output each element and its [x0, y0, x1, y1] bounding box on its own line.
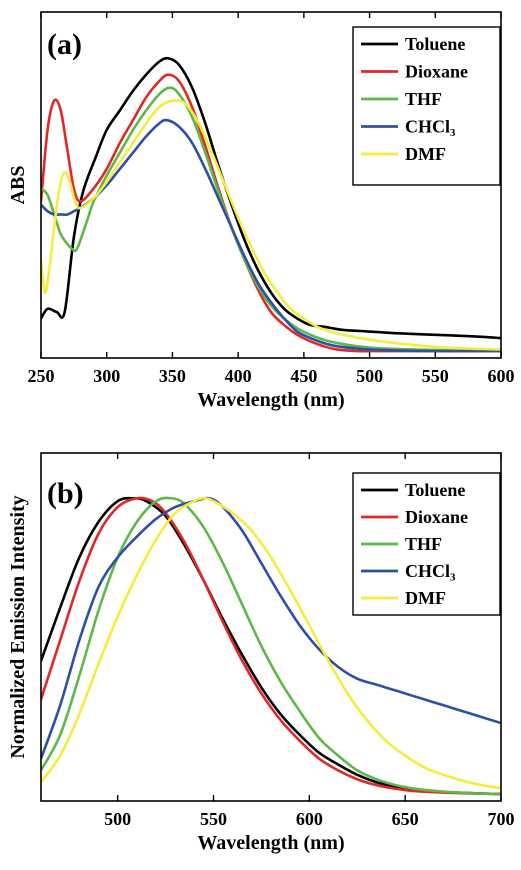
series-line-chcl: [41, 496, 501, 760]
legend-label-thf: THF: [405, 534, 442, 554]
series-line-toluene: [41, 496, 501, 796]
legend-label-dmf: DMF: [405, 588, 446, 608]
x-tick-label: 450: [290, 366, 317, 386]
x-tick-label: 550: [200, 809, 227, 829]
legend-label-dmf: DMF: [405, 144, 446, 164]
legend-label-dioxane: Dioxane: [405, 507, 468, 527]
x-axis-title: Wavelength (nm): [197, 389, 344, 411]
y-axis-title: ABS: [7, 166, 29, 205]
legend-label-toluene: Toluene: [405, 480, 465, 500]
x-tick-label: 550: [422, 366, 449, 386]
x-tick-label: 700: [488, 809, 515, 829]
legend: Toluene Dioxane THF CHCl₃ DMF: [352, 472, 501, 616]
x-tick-label: 650: [392, 809, 419, 829]
legend-label-toluene: Toluene: [405, 34, 465, 54]
x-tick-label: 400: [225, 366, 252, 386]
series-lines: [41, 496, 501, 796]
panel-label: (b): [47, 477, 84, 510]
series-line-dmf: [41, 99, 501, 351]
plot-frame: [40, 11, 502, 359]
x-tick-label: 350: [159, 366, 186, 386]
y-axis-title: Normalized Emission Intensity: [7, 495, 29, 758]
x-tick-label: 500: [104, 809, 131, 829]
series-lines: [41, 56, 501, 353]
legend-label-thf: THF: [405, 89, 442, 109]
x-tick-label: 250: [28, 366, 55, 386]
x-axis-title: Wavelength (nm): [197, 832, 344, 854]
legend-label-chcl: CHCl₃: [405, 561, 456, 581]
x-tick-label: 500: [356, 366, 383, 386]
x-tick-label: 300: [93, 366, 120, 386]
panel-label: (a): [47, 28, 82, 61]
series-line-chcl: [41, 118, 501, 353]
series-line-dmf: [41, 496, 501, 790]
plot-frame: [40, 452, 502, 802]
x-tick-label: 600: [296, 809, 323, 829]
series-line-toluene: [41, 56, 501, 340]
series-line-thf: [41, 496, 501, 796]
panel-a: 250 300 350 400 450 500 550 600 Wavelength (nm) A…: [7, 11, 515, 411]
legend-frame: [352, 26, 501, 186]
series-line-dioxane: [41, 496, 501, 796]
x-tick-label: 600: [488, 366, 515, 386]
legend-label-chcl: CHCl₃: [405, 117, 456, 137]
legend-label-dioxane: Dioxane: [405, 62, 468, 82]
panel-b: 500 550 600 650 700 Wavelength (nm) Normalized…: [7, 452, 515, 854]
legend: Toluene Dioxane THF CHCl₃ DMF: [352, 26, 501, 186]
